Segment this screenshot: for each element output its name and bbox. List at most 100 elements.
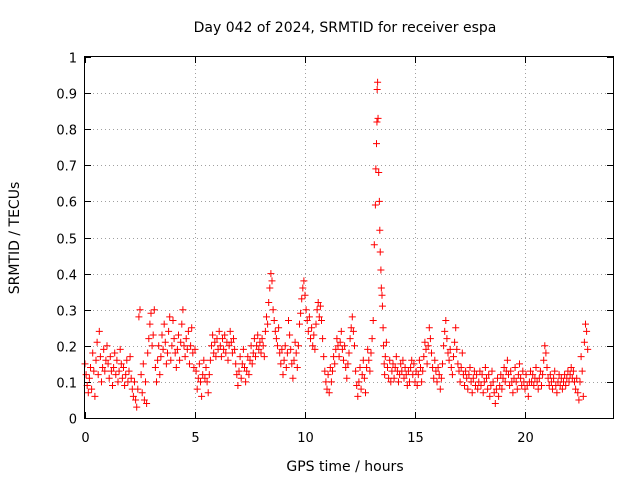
data-point: [323, 385, 331, 393]
x-tick-label: 10: [297, 431, 314, 446]
data-point: [94, 371, 102, 379]
data-point: [373, 118, 381, 126]
data-point: [580, 338, 588, 346]
data-point: [379, 324, 387, 332]
data-point: [485, 371, 493, 379]
data-point: [386, 356, 394, 364]
data-point: [189, 349, 197, 357]
data-point: [522, 371, 530, 379]
data-point: [573, 374, 581, 382]
data-point: [343, 374, 351, 382]
data-point: [131, 378, 138, 386]
data-point: [517, 374, 525, 382]
y-tick-label: 0.9: [56, 88, 77, 103]
data-point: [464, 385, 472, 393]
data-point: [348, 313, 356, 321]
data-point: [204, 389, 212, 397]
data-point: [95, 327, 103, 335]
data-point: [93, 338, 101, 346]
data-point: [397, 360, 405, 368]
data-point: [313, 306, 321, 314]
data-point: [310, 331, 318, 339]
data-point: [146, 320, 154, 328]
data-point: [329, 367, 336, 375]
data-point: [506, 382, 514, 390]
data-point: [541, 342, 549, 350]
chart-title: Day 042 of 2024, SRMTID for receiver esp…: [194, 20, 497, 36]
data-point: [308, 324, 316, 332]
data-point: [364, 345, 372, 353]
data-point: [516, 360, 523, 368]
data-point: [395, 378, 402, 386]
data-point: [463, 374, 471, 382]
data-point: [281, 342, 289, 350]
data-point: [155, 342, 163, 350]
data-point: [151, 363, 159, 371]
data-point: [135, 313, 143, 321]
data-point: [380, 342, 388, 350]
x-axis-label: GPS time / hours: [286, 459, 403, 475]
data-point: [439, 360, 446, 368]
data-point: [505, 371, 512, 379]
data-point: [321, 367, 329, 375]
data-point: [377, 284, 385, 292]
data-point: [538, 382, 545, 390]
data-point: [365, 356, 373, 364]
data-point: [299, 284, 307, 292]
data-point: [296, 320, 303, 328]
data-point: [500, 363, 508, 371]
y-tick-label: 0.3: [56, 305, 77, 320]
data-point: [304, 327, 312, 335]
data-point: [238, 360, 246, 368]
data-point: [400, 374, 408, 382]
data-point: [535, 374, 543, 382]
data-point: [171, 349, 179, 357]
data-point: [82, 371, 90, 379]
data-point: [92, 356, 100, 364]
data-point: [224, 356, 232, 364]
data-point: [435, 371, 443, 379]
data-point: [232, 360, 240, 368]
data-point: [286, 331, 294, 339]
data-point: [465, 371, 473, 379]
data-point: [219, 335, 226, 343]
data-point: [96, 353, 104, 361]
data-point: [102, 356, 110, 364]
data-point: [217, 353, 225, 361]
data-point: [166, 313, 174, 321]
data-point: [285, 317, 292, 325]
data-point: [336, 338, 344, 346]
data-point: [301, 291, 309, 299]
data-point: [211, 338, 219, 346]
data-point: [353, 382, 361, 390]
data-point: [404, 367, 412, 375]
data-point: [182, 335, 190, 343]
data-point: [221, 331, 229, 339]
data-point: [582, 320, 589, 328]
data-point: [231, 345, 239, 353]
data-point: [274, 342, 281, 350]
data-point: [173, 345, 181, 353]
axis-ticks: 00.10.20.30.40.50.60.70.80.910 5 10 15 20: [56, 52, 613, 446]
data-point: [276, 349, 284, 357]
data-point: [454, 360, 462, 368]
data-point: [241, 363, 248, 371]
data-point: [536, 367, 544, 375]
data-point: [396, 371, 404, 379]
data-point: [230, 335, 237, 343]
data-point: [235, 367, 243, 375]
data-point: [175, 331, 182, 339]
data-point: [112, 371, 120, 379]
data-point: [122, 371, 130, 379]
data-point: [354, 392, 362, 400]
data-point: [445, 356, 453, 364]
data-point: [143, 400, 151, 408]
data-point: [270, 317, 278, 325]
data-point: [289, 374, 297, 382]
data-point: [501, 378, 509, 386]
y-tick-label: 0.7: [56, 160, 77, 175]
data-point: [255, 345, 263, 353]
data-point: [443, 335, 451, 343]
data-point: [302, 306, 310, 314]
data-point: [110, 363, 118, 371]
